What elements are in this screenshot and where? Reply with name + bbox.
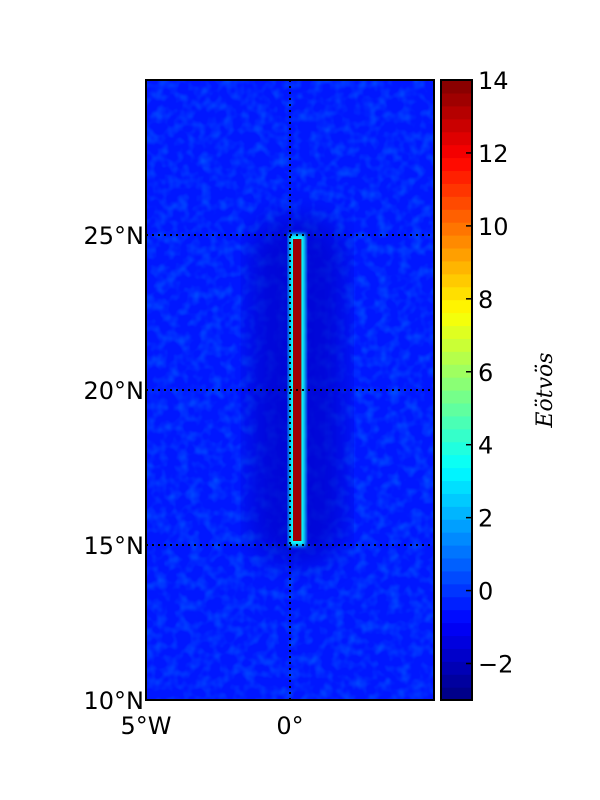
colorbar-segment	[441, 364, 472, 378]
colorbar-segment	[441, 506, 472, 520]
colorbar-segment	[441, 622, 472, 637]
colorbar-segment	[441, 583, 472, 598]
colorbar-tick-label: 10	[478, 213, 509, 241]
colorbar-segment	[441, 648, 472, 662]
colorbar-label: Eötvös	[533, 352, 558, 428]
lat-tick-label: 15°N	[84, 532, 145, 560]
colorbar: −2 0 2 4 6 8 10 12 14	[440, 67, 513, 701]
colorbar-tick-label: 8	[478, 286, 493, 314]
colorbar-segment	[441, 338, 472, 352]
latitude-labels: 10°N 15°N 20°N 25°N	[84, 222, 145, 715]
longitude-labels: 5°W 0°	[121, 712, 304, 740]
colorbar-segment	[441, 390, 472, 404]
colorbar-segment	[441, 80, 472, 94]
lon-tick-label: 5°W	[121, 712, 172, 740]
colorbar-segment	[441, 557, 472, 572]
colorbar-segment	[441, 609, 472, 624]
colorbar-segment	[441, 222, 472, 236]
colorbar-segment	[441, 196, 472, 210]
colorbar-frame	[440, 79, 473, 701]
colorbar-segment	[441, 661, 472, 675]
colorbar-tick-label: 14	[478, 67, 509, 95]
colorbar-segment	[441, 428, 472, 443]
lon-tick-label: 0°	[276, 712, 303, 740]
colorbar-segment	[441, 92, 472, 107]
colorbar-tick-label: 0	[478, 578, 493, 606]
colorbar-segment	[441, 377, 472, 391]
colorbar-segment	[441, 131, 472, 146]
colorbar-segment	[441, 170, 472, 184]
colorbar-segment	[441, 286, 472, 301]
colorbar-segment	[441, 260, 472, 275]
colorbar-tick-label: 4	[478, 432, 493, 460]
colorbar-segment	[441, 480, 472, 494]
colorbar-segment	[441, 635, 472, 649]
colorbar-segment	[441, 209, 472, 223]
colorbar-segment	[441, 183, 472, 197]
colorbar-segment	[441, 415, 472, 430]
map-panel	[146, 80, 434, 700]
colorbar-segment	[441, 144, 472, 159]
colorbar-segment	[441, 454, 472, 469]
colorbar-segment	[441, 105, 472, 120]
map-frame	[145, 79, 435, 701]
colorbar-segment	[441, 351, 472, 365]
colorbar-tick-label: −2	[478, 651, 513, 679]
colorbar-segment	[441, 325, 472, 339]
colorbar-tick-label: 12	[478, 140, 509, 168]
colorbar-segment	[441, 299, 472, 314]
colorbar-tick-label: 2	[478, 505, 493, 533]
lat-tick-label: 20°N	[84, 377, 145, 405]
colorbar-segment	[441, 467, 472, 482]
colorbar-segment	[441, 312, 472, 327]
colorbar-tick-label: 6	[478, 359, 493, 387]
colorbar-segment	[441, 157, 472, 172]
colorbar-segment	[441, 118, 472, 133]
colorbar-segment	[441, 545, 472, 559]
colorbar-segment	[441, 402, 472, 417]
colorbar-segment	[441, 273, 472, 288]
lat-tick-label: 25°N	[84, 222, 145, 250]
colorbar-segment	[441, 247, 472, 262]
colorbar-segment	[441, 687, 472, 701]
colorbar-segment	[441, 674, 472, 688]
colorbar-segment	[441, 570, 472, 585]
colorbar-segment	[441, 493, 472, 507]
colorbar-segment	[441, 235, 472, 249]
colorbar-segment	[441, 441, 472, 456]
colorbar-segment	[441, 519, 472, 533]
colorbar-segment	[441, 532, 472, 546]
gridlines	[146, 80, 434, 700]
colorbar-segment	[441, 596, 472, 611]
lat-tick-label: 10°N	[84, 687, 145, 715]
